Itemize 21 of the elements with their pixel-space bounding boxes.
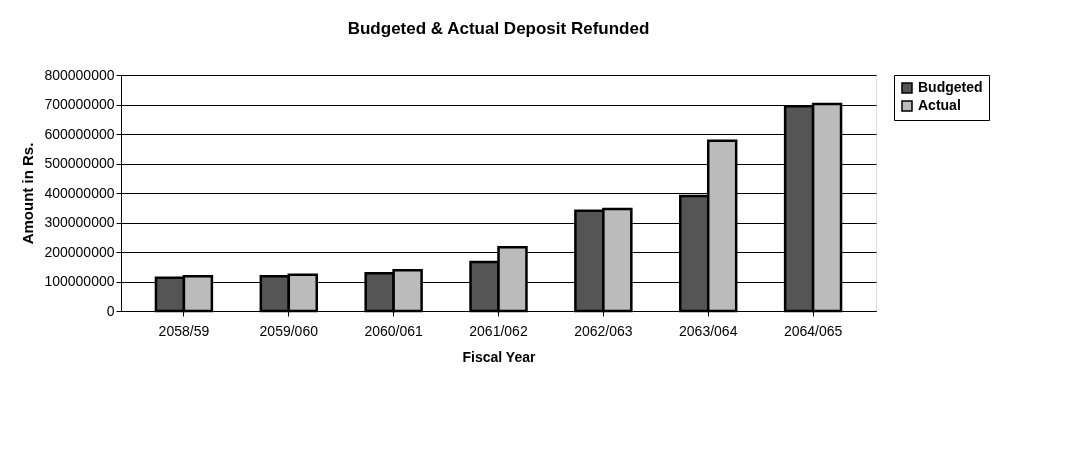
- y-tick-label: 300000000: [44, 214, 115, 230]
- y-tick-label: 600000000: [44, 125, 115, 142]
- x-tick-label: 2058/59: [158, 322, 210, 339]
- x-tick-label: 2060/061: [364, 322, 424, 339]
- chart-title: Budgeted & Actual Deposit Refunded: [347, 19, 650, 38]
- x-tick-label: 2061/062: [469, 322, 528, 339]
- x-tick-label: 2063/064: [679, 322, 738, 339]
- y-tick-label: 500000000: [44, 155, 115, 171]
- y-tick-label: 200000000: [44, 243, 115, 260]
- y-tick-label: 700000000: [44, 96, 115, 112]
- y-tick-label: 800000000: [44, 66, 115, 83]
- y-tick-label: 0: [106, 302, 115, 319]
- y-tick-label: 100000000: [44, 273, 115, 289]
- x-tick-label: 2062/063: [574, 322, 633, 339]
- x-tick-label: 2059/060: [259, 322, 319, 339]
- y-axis-title: Amount in Rs.: [19, 142, 37, 245]
- x-axis-title: Fiscal Year: [462, 348, 536, 365]
- legend-label: Budgeted: [918, 79, 983, 95]
- y-tick-label: 400000000: [44, 184, 115, 201]
- legend-label: Actual: [918, 97, 961, 113]
- x-tick-label: 2064/065: [783, 322, 843, 339]
